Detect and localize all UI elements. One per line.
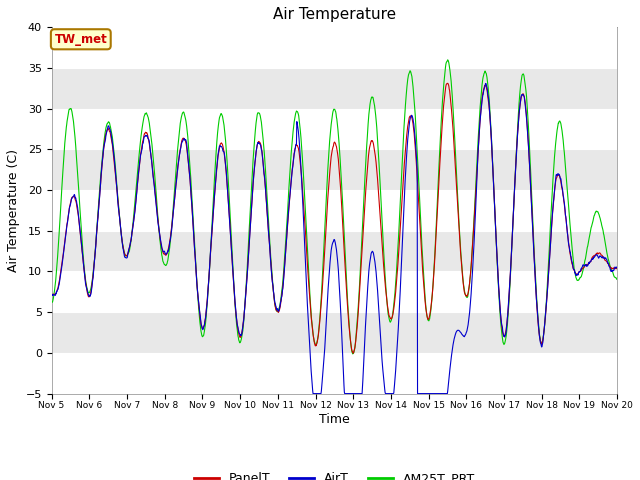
Bar <box>52 353 617 394</box>
Bar <box>52 108 617 149</box>
Legend: PanelT, AirT, AM25T_PRT: PanelT, AirT, AM25T_PRT <box>189 467 480 480</box>
Bar <box>52 190 617 231</box>
Bar <box>52 272 617 312</box>
Bar <box>52 27 617 68</box>
Text: TW_met: TW_met <box>54 33 107 46</box>
X-axis label: Time: Time <box>319 413 349 426</box>
Title: Air Temperature: Air Temperature <box>273 7 396 22</box>
Y-axis label: Air Temperature (C): Air Temperature (C) <box>7 149 20 272</box>
